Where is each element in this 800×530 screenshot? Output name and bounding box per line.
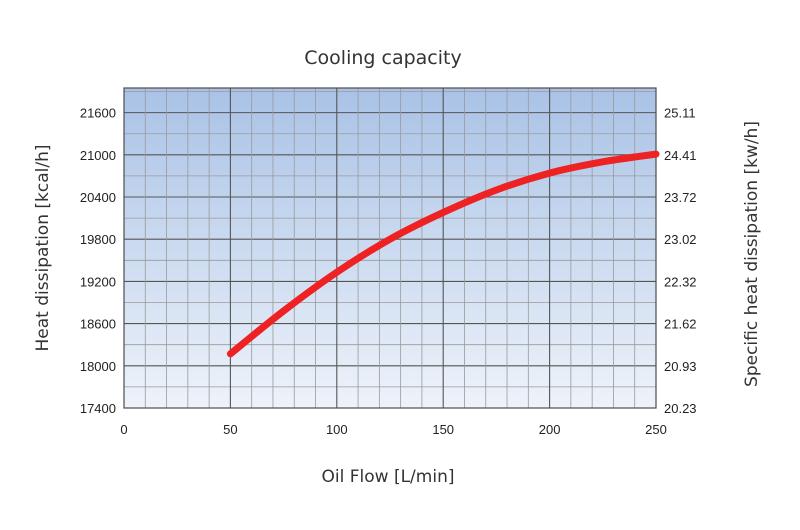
series-line (226, 150, 660, 358)
plot-area (124, 88, 656, 408)
y2-tick-label: 24.41 (664, 148, 697, 163)
y-tick-label: 20400 (80, 190, 116, 205)
x-tick-label: 200 (539, 422, 561, 437)
y-axis-label: Heat dissipation [kcal/h] (33, 145, 53, 352)
x-tick-label: 0 (120, 422, 127, 437)
y2-tick-label: 25.11 (664, 106, 696, 121)
y2-tick-label: 20.23 (664, 401, 697, 416)
y2-tick-label: 20.93 (664, 359, 697, 374)
y2-tick-label: 23.02 (664, 232, 697, 247)
x-tick-label: 150 (432, 422, 454, 437)
x-tick-label: 100 (326, 422, 348, 437)
y2-tick-label: 21.62 (664, 317, 697, 332)
y2-axis-ticks: 20.23 20.93 21.62 22.32 23.02 23.72 24.41 25.11 (664, 106, 697, 416)
x-axis-ticks: 0 50 100 150 200 250 (120, 422, 666, 437)
plot-frame (123, 87, 657, 409)
grid (124, 88, 656, 408)
x-tick-label: 50 (223, 422, 237, 437)
y-tick-label: 21600 (80, 106, 116, 121)
y-tick-label: 18000 (80, 359, 116, 374)
y2-tick-label: 23.72 (664, 190, 697, 205)
y-axis-ticks: 17400 18000 18600 19200 19800 20400 21000 21600 (80, 106, 116, 416)
y-tick-label: 19200 (80, 274, 116, 289)
chart-title: Cooling capacity (304, 47, 461, 69)
y-tick-label: 18600 (80, 317, 116, 332)
x-axis-label: Oil Flow [L/min] (322, 467, 455, 487)
y-tick-label: 17400 (80, 401, 116, 416)
y-tick-label: 21000 (80, 148, 116, 163)
y2-tick-label: 22.32 (664, 274, 697, 289)
y2-axis-label: Specific heat dissipation [kw/h] (742, 121, 762, 387)
x-tick-label: 250 (645, 422, 667, 437)
y-tick-label: 19800 (80, 232, 116, 247)
series-group (226, 150, 660, 358)
